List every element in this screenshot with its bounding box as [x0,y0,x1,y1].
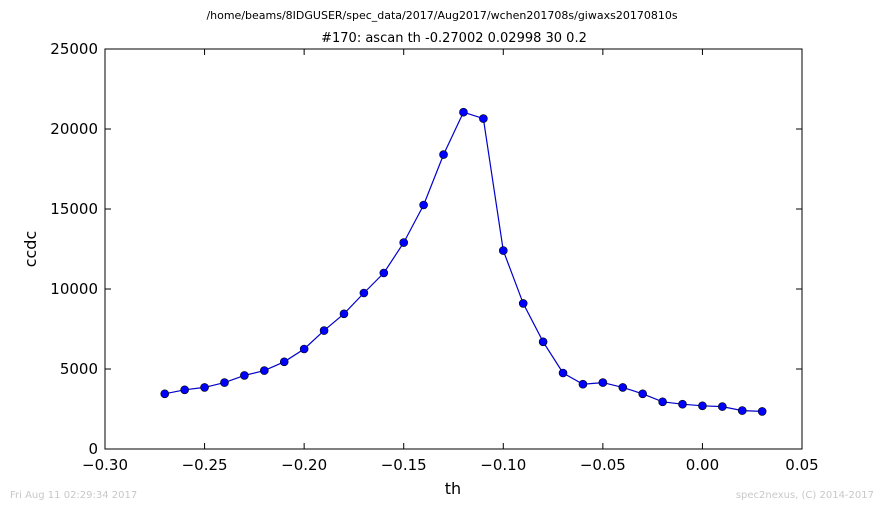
data-point [558,368,568,378]
data-point [538,337,548,347]
data-point [718,402,727,411]
data-point [518,299,528,308]
data-point [260,366,269,375]
data-point [279,357,289,367]
chart-title: #170: ascan th -0.27002 0.02998 30 0.2 [321,31,587,46]
data-point [598,378,608,387]
x-tick-label: 0.05 [785,456,818,474]
data-point [180,385,189,395]
y-tick-label: 20000 [50,120,98,138]
data-point [299,344,309,354]
data-point [638,389,647,399]
data-point [737,406,747,415]
y-tick-label: 25000 [50,40,98,58]
data-point [359,288,369,298]
y-tick-label: 15000 [50,200,98,218]
x-tick-label: −0.05 [580,456,626,474]
data-point [399,238,409,247]
data-point [479,114,488,123]
y-tick-label: 10000 [50,280,98,298]
data-point [459,107,468,117]
data-point [240,371,249,380]
x-axis-label: th [445,479,461,498]
x-tick-label: −0.30 [82,456,128,474]
data-point [578,379,588,389]
data-point [379,268,389,278]
x-tick-label: −0.25 [182,456,228,474]
axis-ticks: −0.30 −0.25 −0.20 −0.15 −0.10 −0.05 0.00 0.05 0 5… [50,40,818,474]
x-tick-label: −0.15 [381,456,427,474]
data-point [339,309,349,319]
series-line [164,111,763,412]
data-point [319,326,329,335]
footer-credit: spec2nexus, (C) 2014-2017 [736,490,874,501]
plot-frame [104,48,803,450]
data-point [419,200,428,210]
figure-suptitle: /home/beams/8IDGUSER/spec_data/2017/Aug2… [206,9,677,22]
data-point [678,399,687,409]
data-point [439,150,448,159]
x-tick-label: 0.00 [686,456,719,474]
data-point [618,383,628,392]
y-axis-label: ccdc [21,231,40,268]
data-point [498,246,508,255]
y-tick-label: 0 [88,440,98,458]
data-point [220,378,229,387]
x-tick-label: −0.20 [281,456,327,474]
x-tick-label: −0.10 [480,456,526,474]
footer-timestamp: Fri Aug 11 02:29:34 2017 [10,490,137,501]
y-tick-label: 5000 [60,360,98,378]
data-point [698,401,707,411]
data-point [757,407,767,416]
data-point [160,389,170,399]
series-layer [160,107,767,416]
data-point [200,383,209,392]
data-point [658,397,667,407]
